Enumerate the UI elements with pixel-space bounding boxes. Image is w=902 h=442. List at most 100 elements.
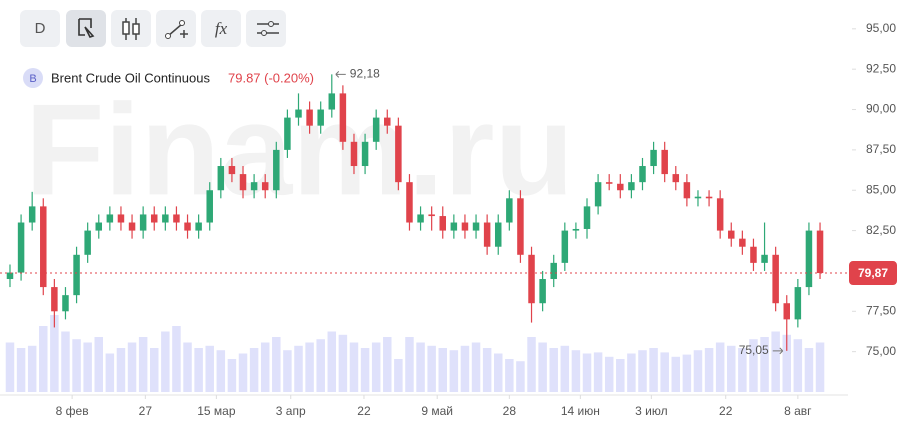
volume-bar [804, 348, 814, 392]
candle-body [428, 214, 435, 217]
volume-bar [116, 348, 126, 392]
min-label: 75,05 [739, 343, 769, 357]
candle-body [295, 109, 302, 118]
max-arrow [335, 70, 346, 78]
max-label: 92,18 [350, 67, 380, 81]
candle-body [572, 228, 580, 231]
volume-bar [161, 331, 170, 392]
candle-body [17, 222, 25, 273]
volume-bar [449, 350, 459, 392]
x-tick-label: 22 [357, 404, 371, 418]
volume-bar [249, 348, 259, 392]
volume-bar [138, 337, 148, 392]
y-tick-label: 85,00 [866, 182, 896, 196]
x-tick-label: 22 [719, 404, 733, 418]
candle-body [95, 222, 103, 231]
y-tick-label: 82,50 [866, 223, 896, 237]
candle-body [350, 141, 358, 167]
candle-body [583, 206, 591, 229]
candle-body [761, 254, 768, 263]
candle-body [439, 216, 447, 231]
settings-icon [261, 30, 267, 36]
candle-body [73, 254, 80, 296]
candle-body [417, 214, 424, 223]
candles-icon [122, 21, 130, 35]
symbol-badge [23, 68, 43, 88]
volume-bar [327, 331, 337, 392]
period-button[interactable] [20, 10, 60, 47]
y-tick-label: 92,50 [866, 61, 896, 75]
y-tick-label: 87,50 [866, 142, 896, 156]
volume-bar [760, 337, 769, 392]
candle-body [661, 149, 668, 175]
candle-body [384, 117, 391, 126]
candle-body [483, 222, 491, 247]
volume-bar [283, 350, 292, 392]
volume-bar [482, 348, 492, 392]
candle-body [339, 93, 347, 142]
volume-bar [72, 339, 81, 392]
line-tool-icon [167, 23, 188, 38]
volume-bar [360, 348, 370, 392]
line-tool-icon [179, 20, 185, 26]
candle-body [672, 174, 680, 183]
function-button[interactable] [201, 10, 241, 47]
volume-bar [238, 353, 248, 392]
candle-body [261, 182, 269, 191]
volume-bar [704, 348, 714, 392]
draw-icon [78, 18, 95, 38]
volume-bar [216, 350, 226, 392]
candle-body [6, 272, 14, 280]
candle-body [228, 166, 236, 175]
candle-body [783, 303, 790, 320]
volume-bar [638, 350, 647, 392]
volume-bar [438, 348, 448, 392]
candle-body [372, 117, 380, 142]
volume-bar [527, 337, 536, 392]
candle-body [62, 295, 69, 312]
candles-button[interactable] [111, 10, 151, 47]
period-label: D [35, 20, 46, 37]
candle-body [506, 198, 513, 223]
x-tick-label: 27 [139, 404, 153, 418]
candle-body [406, 182, 413, 223]
volume-bar [771, 331, 780, 392]
volume-bar [660, 352, 669, 392]
x-tick-label: 28 [503, 404, 517, 418]
volume-bar [83, 342, 92, 392]
candle-body [173, 214, 180, 223]
volume-bar [627, 353, 636, 392]
candle-body [195, 222, 202, 231]
last-price-box [849, 261, 897, 286]
candle-body [128, 222, 136, 231]
y-tick-label: 90,00 [866, 102, 896, 116]
volume-bar [582, 353, 592, 392]
volume-bar [549, 348, 558, 392]
candle-body [772, 254, 779, 304]
candle-body [40, 206, 47, 288]
volume-bar [693, 350, 703, 392]
candle-body [273, 149, 280, 191]
volume-bar [649, 348, 658, 392]
candle-body [728, 230, 735, 239]
candle-body [317, 109, 324, 126]
candle-body [639, 166, 646, 183]
volume-bar [338, 334, 348, 392]
volume-bar [571, 350, 581, 392]
candle-body [139, 214, 147, 231]
candle-body [617, 183, 624, 191]
volume-bar [427, 345, 436, 392]
volume-bar [94, 337, 104, 392]
settings-button[interactable] [246, 10, 286, 47]
candle-body [816, 230, 824, 274]
candle-body [306, 109, 313, 126]
x-tick-label: 9 май [421, 404, 453, 418]
candle-body [594, 182, 602, 207]
volume-bar [516, 361, 525, 392]
volume-bar [682, 354, 692, 392]
candle-body [461, 222, 469, 231]
candle-body [206, 190, 213, 223]
volume-bar [715, 342, 725, 392]
volume-bar [105, 353, 115, 392]
